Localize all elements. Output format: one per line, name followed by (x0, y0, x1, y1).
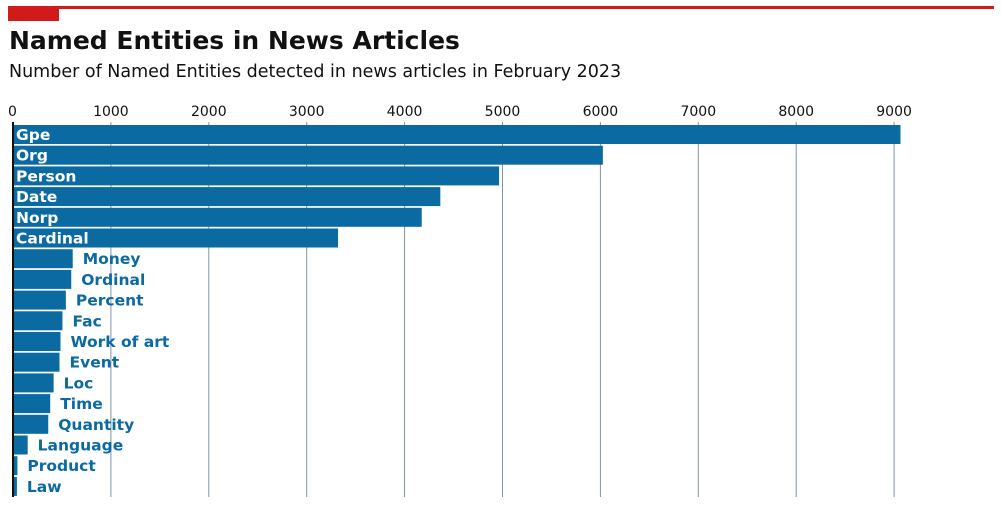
bar-label: Date (16, 188, 57, 206)
bar (13, 332, 61, 351)
bar (13, 207, 422, 227)
bar (13, 414, 49, 434)
bar (13, 476, 17, 496)
bar-label: Language (38, 437, 124, 455)
bar (13, 394, 51, 414)
x-tick-label: 9000 (876, 104, 912, 120)
bar-label: Person (16, 167, 76, 185)
bar-label: Time (60, 395, 103, 413)
bar-label: Ordinal (81, 271, 145, 289)
x-tick-label: 5000 (485, 104, 521, 120)
x-tick-label: 7000 (680, 104, 716, 120)
bar-label: Gpe (16, 126, 50, 144)
bar (13, 228, 339, 248)
chart-subtitle: Number of Named Entities detected in new… (9, 62, 622, 82)
x-tick-label: 8000 (778, 104, 814, 120)
accent-tab (8, 6, 59, 21)
bar (13, 435, 28, 455)
bar-label: Fac (72, 312, 101, 330)
bar (13, 373, 54, 393)
bar-label: Org (16, 147, 48, 165)
bar-label: Money (83, 250, 141, 268)
bar-label: Cardinal (16, 230, 89, 248)
bar-label: Work of art (70, 333, 169, 351)
chart-title: Named Entities in News Articles (9, 26, 460, 55)
bar-label: Law (27, 478, 62, 496)
x-tick-label: 0 (8, 104, 17, 120)
bar-label: Quantity (58, 416, 134, 434)
x-tick-label: 2000 (191, 104, 227, 120)
bar (13, 456, 18, 476)
x-tick-label: 6000 (583, 104, 619, 120)
bar (13, 249, 73, 269)
x-tick-label: 3000 (289, 104, 325, 120)
bar (13, 145, 603, 165)
bar-label: Loc (64, 374, 94, 392)
bar-label: Event (70, 354, 120, 372)
bar (13, 125, 901, 144)
bar (13, 352, 60, 372)
bar (13, 290, 66, 310)
bar-label: Percent (76, 292, 144, 310)
bar (13, 187, 441, 207)
bar-label: Norp (16, 209, 58, 227)
bar-label: Product (27, 457, 96, 475)
bar (13, 166, 500, 186)
bar (13, 269, 72, 289)
x-tick-label: 1000 (93, 104, 129, 120)
accent-rule (8, 6, 994, 9)
bar (13, 311, 63, 331)
x-tick-label: 4000 (387, 104, 423, 120)
